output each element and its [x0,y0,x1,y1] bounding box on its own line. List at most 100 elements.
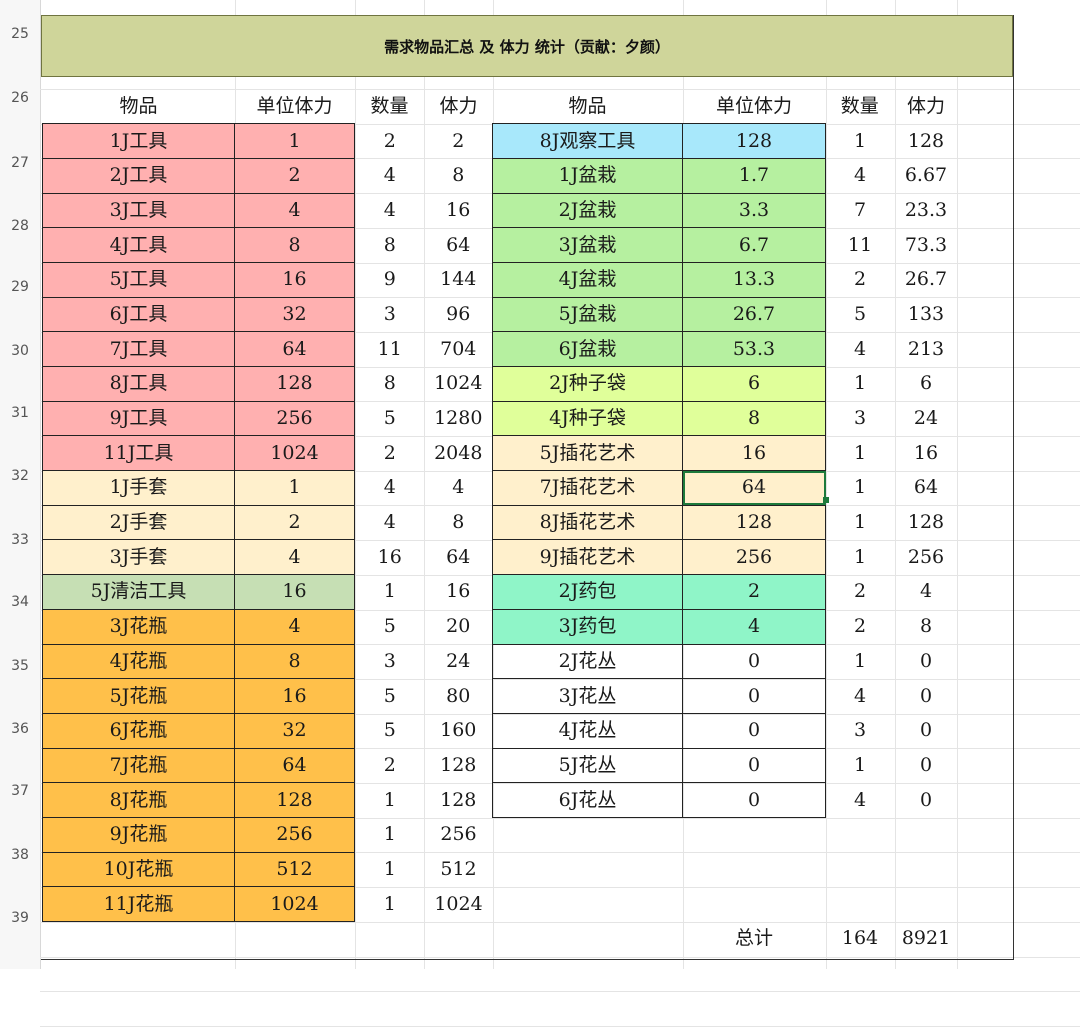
empty-cell[interactable] [235,922,355,957]
stamina-cell[interactable]: 128 [440,788,477,811]
quantity-cell[interactable]: 4 [853,337,867,360]
item-name-cell[interactable]: 2J手套 [42,504,235,541]
quantity-cell[interactable]: 4 [383,511,396,534]
item-name-cell[interactable]: 1J盆栽 [492,157,683,194]
stamina-cell[interactable]: 213 [907,337,945,360]
unit-stamina-cell[interactable]: 4 [682,608,826,645]
empty-cell[interactable] [355,922,425,957]
stamina-cell[interactable]: 512 [440,857,477,880]
empty-cell[interactable] [826,887,895,922]
stamina-cell[interactable]: 8 [452,164,465,187]
row-number[interactable]: 34 [11,594,29,610]
unit-stamina-cell[interactable]: 8 [682,400,826,437]
item-name-cell[interactable]: 5J盆栽 [492,296,683,333]
stamina-cell[interactable]: 16 [913,441,939,464]
row-number[interactable]: 36 [11,721,29,737]
stamina-cell[interactable]: 256 [907,545,945,568]
stamina-cell[interactable]: 144 [440,268,477,291]
item-name-cell[interactable]: 6J工具 [42,296,235,333]
stamina-cell[interactable]: 2 [452,129,465,152]
quantity-cell[interactable]: 1 [853,476,867,499]
stamina-cell[interactable]: 4 [452,476,465,499]
unit-stamina-cell[interactable]: 6 [682,366,826,402]
item-name-cell[interactable]: 4J花瓶 [42,643,235,680]
summary-label[interactable]: 总计 [734,927,773,950]
unit-stamina-cell[interactable]: 1024 [234,886,355,922]
item-name-cell[interactable]: 6J花瓶 [42,712,235,749]
item-name-cell[interactable]: 2J盆栽 [492,192,683,229]
quantity-cell[interactable]: 4 [853,788,867,811]
unit-stamina-cell[interactable]: 13.3 [682,261,826,298]
unit-stamina-cell[interactable]: 32 [234,296,355,333]
quantity-cell[interactable]: 5 [383,719,396,742]
item-name-cell[interactable]: 8J观察工具 [492,123,683,159]
empty-cell[interactable] [895,852,958,887]
stamina-cell[interactable]: 2048 [434,441,483,464]
item-name-cell[interactable]: 3J药包 [492,608,683,645]
stamina-cell[interactable]: 1024 [434,372,483,395]
unit-stamina-cell[interactable]: 128 [234,782,355,818]
summary-quantity[interactable]: 164 [841,927,879,950]
empty-cell[interactable] [683,817,826,852]
stamina-cell[interactable]: 128 [907,511,945,534]
row-number[interactable]: 38 [11,847,29,863]
quantity-cell[interactable]: 5 [853,302,867,325]
quantity-cell[interactable]: 2 [853,268,867,291]
unit-stamina-cell[interactable]: 1.7 [682,157,826,194]
item-name-cell[interactable]: 2J花丛 [492,643,683,680]
stamina-cell[interactable]: 133 [907,302,945,325]
column-header[interactable]: 体力 [906,94,945,117]
stamina-cell[interactable]: 26.7 [904,268,948,291]
quantity-cell[interactable]: 8 [383,233,396,256]
item-name-cell[interactable]: 4J花丛 [492,712,683,749]
row-number[interactable]: 28 [11,218,29,234]
quantity-cell[interactable]: 3 [853,407,867,430]
row-number[interactable]: 33 [11,532,29,548]
quantity-cell[interactable]: 3 [383,649,396,672]
unit-stamina-cell[interactable]: 64 [234,747,355,784]
unit-stamina-cell[interactable]: 2 [682,574,826,610]
selection-fill-handle[interactable] [823,497,829,503]
quantity-cell[interactable]: 1 [853,372,867,395]
item-name-cell[interactable]: 7J插花艺术 [492,470,683,506]
item-name-cell[interactable]: 7J工具 [42,331,235,367]
stamina-cell[interactable]: 160 [440,719,477,742]
stamina-cell[interactable]: 0 [919,788,933,811]
unit-stamina-cell[interactable]: 26.7 [682,296,826,333]
unit-stamina-cell[interactable]: 256 [682,539,826,576]
empty-cell[interactable] [43,922,235,957]
item-name-cell[interactable]: 7J花瓶 [42,747,235,784]
quantity-cell[interactable]: 9 [383,268,396,291]
unit-stamina-cell[interactable]: 8 [234,643,355,680]
empty-cell[interactable] [895,887,958,922]
unit-stamina-cell[interactable]: 128 [234,366,355,402]
row-number[interactable]: 26 [11,90,29,106]
column-header[interactable]: 体力 [439,94,478,117]
quantity-cell[interactable]: 4 [383,476,396,499]
stamina-cell[interactable]: 16 [446,198,471,221]
item-name-cell[interactable]: 1J工具 [42,123,235,159]
stamina-cell[interactable]: 64 [446,233,471,256]
quantity-cell[interactable]: 3 [383,302,396,325]
quantity-cell[interactable]: 1 [853,545,867,568]
stamina-cell[interactable]: 80 [446,684,471,707]
stamina-cell[interactable]: 0 [919,719,933,742]
stamina-cell[interactable]: 128 [907,129,945,152]
row-number[interactable]: 39 [11,910,29,926]
empty-cell[interactable] [683,852,826,887]
stamina-cell[interactable]: 4 [919,580,933,603]
unit-stamina-cell[interactable]: 1 [234,470,355,506]
stamina-cell[interactable]: 8 [452,511,465,534]
unit-stamina-cell[interactable]: 0 [682,782,826,818]
row-number[interactable]: 29 [11,279,29,295]
item-name-cell[interactable]: 6J盆栽 [492,331,683,367]
column-header[interactable]: 单位体力 [256,94,333,117]
quantity-cell[interactable]: 4 [383,198,396,221]
unit-stamina-cell[interactable]: 0 [682,678,826,714]
quantity-cell[interactable]: 11 [847,233,873,256]
unit-stamina-cell[interactable]: 0 [682,747,826,784]
summary-stamina[interactable]: 8921 [901,927,951,950]
stamina-cell[interactable]: 96 [446,302,471,325]
item-name-cell[interactable]: 2J工具 [42,157,235,194]
item-name-cell[interactable]: 10J花瓶 [42,851,235,888]
